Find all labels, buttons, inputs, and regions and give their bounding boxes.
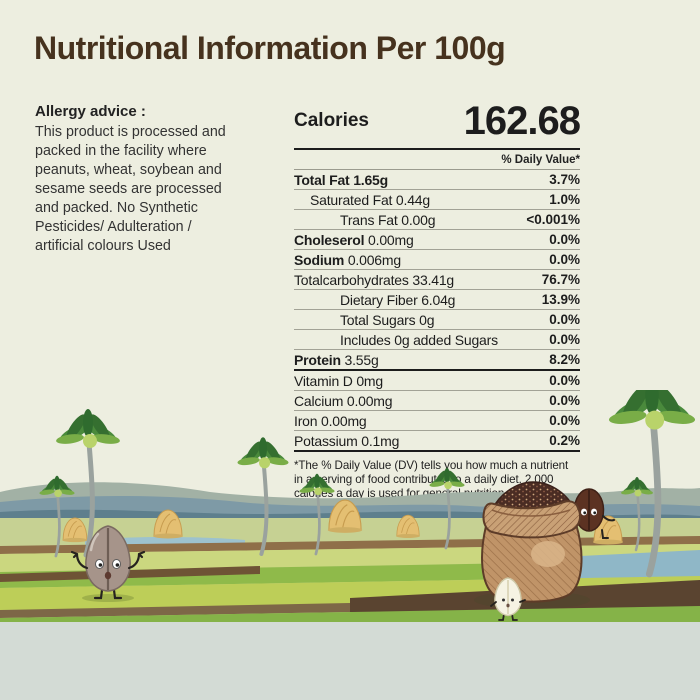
nutrient-name: Iron 0.00mg <box>294 412 367 429</box>
nutrient-percent: 8.2% <box>549 352 580 367</box>
nutrient-percent: 0.0% <box>549 413 580 428</box>
allergy-advice: Allergy advice : This product is process… <box>35 102 227 256</box>
rice-grain-character <box>490 577 526 621</box>
nutrient-row: Choleserol 0.00mg 0.0% <box>294 230 580 250</box>
foreground-strip <box>0 622 700 700</box>
nutrient-name: Dietary Fiber 6.04g <box>340 291 456 308</box>
sack-rim <box>482 500 581 539</box>
nutrient-name: Trans Fat 0.00g <box>340 211 436 228</box>
nutrient-row: Protein 3.55g 8.2% <box>294 350 580 369</box>
nutrient-name: Saturated Fat 0.44g <box>310 191 430 208</box>
nutrient-name: Potassium 0.1mg <box>294 432 400 449</box>
millet-seed-character <box>70 525 146 602</box>
nutrition-facts-panel: Calories 162.68 % Daily Value* Total Fat… <box>294 98 581 501</box>
daily-value-header: % Daily Value* <box>294 150 580 170</box>
nutrient-percent: 0.0% <box>549 232 580 247</box>
nutrient-percent: 76.7% <box>541 272 580 287</box>
farm-scene-illustration <box>0 390 700 700</box>
allergy-advice-heading: Allergy advice : <box>35 103 146 120</box>
nutrient-row: Total Sugars 0g 0.0% <box>294 310 580 330</box>
nutrient-name: Sodium 0.006mg <box>294 251 401 268</box>
nutrient-percent: 13.9% <box>541 292 580 307</box>
nutrient-name: Includes 0g added Sugars <box>340 331 498 348</box>
nutrient-name: Total Sugars 0g <box>340 311 435 328</box>
nutrient-name: Total Fat 1.65g <box>294 171 388 188</box>
nutrient-percent: 0.0% <box>549 393 580 408</box>
nutrient-percent: 0.0% <box>549 252 580 267</box>
nutrient-name: Totalcarbohydrates 33.41g <box>294 271 455 288</box>
page-title: Nutritional Information Per 100g <box>34 30 506 66</box>
nutrient-name: Vitamin D 0mg <box>294 372 383 389</box>
nutrient-percent: 0.2% <box>549 433 580 448</box>
nutrient-percent: 0.0% <box>549 332 580 347</box>
nutrient-row: Vitamin D 0mg 0.0% <box>294 371 580 391</box>
nutrient-row: Trans Fat 0.00g <0.001% <box>294 210 580 230</box>
nutrient-row: Includes 0g added Sugars 0.0% <box>294 330 580 350</box>
nutrient-row: Potassium 0.1mg 0.2% <box>294 431 580 450</box>
nutrient-rows-vitamins: Vitamin D 0mg 0.0% Calcium 0.00mg 0.0% Iron … <box>294 369 580 452</box>
nutrient-percent: 3.7% <box>549 172 580 187</box>
nutrient-row: Total Fat 1.65g 3.7% <box>294 170 580 190</box>
nutrient-row: Totalcarbohydrates 33.41g 76.7% <box>294 270 580 290</box>
calories-label: Calories <box>294 110 369 131</box>
calories-row: Calories 162.68 <box>294 98 581 150</box>
nutrient-row: Saturated Fat 0.44g 1.0% <box>294 190 580 210</box>
nutrient-row: Dietary Fiber 6.04g 13.9% <box>294 290 580 310</box>
nutrient-rows-main: Total Fat 1.65g 3.7% Saturated Fat 0.44g 1.… <box>294 170 580 369</box>
nutrient-row: Iron 0.00mg 0.0% <box>294 411 580 431</box>
face <box>95 559 121 580</box>
nutrient-row: Calcium 0.00mg 0.0% <box>294 391 580 411</box>
allergy-advice-text: This product is processed and packed in … <box>35 124 226 254</box>
daily-value-footnote: *The % Daily Value (DV) tells you how mu… <box>294 459 569 500</box>
nutrient-name: Choleserol 0.00mg <box>294 231 414 248</box>
nutrient-percent: 0.0% <box>549 312 580 327</box>
nutrient-name: Calcium 0.00mg <box>294 392 393 409</box>
nutrient-percent: 1.0% <box>549 192 580 207</box>
nutrient-percent: <0.001% <box>526 212 580 227</box>
nutrient-row: Sodium 0.006mg 0.0% <box>294 250 580 270</box>
nutrient-percent: 0.0% <box>549 373 580 388</box>
calories-value: 162.68 <box>463 99 581 143</box>
nutrient-name: Protein 3.55g <box>294 351 379 368</box>
